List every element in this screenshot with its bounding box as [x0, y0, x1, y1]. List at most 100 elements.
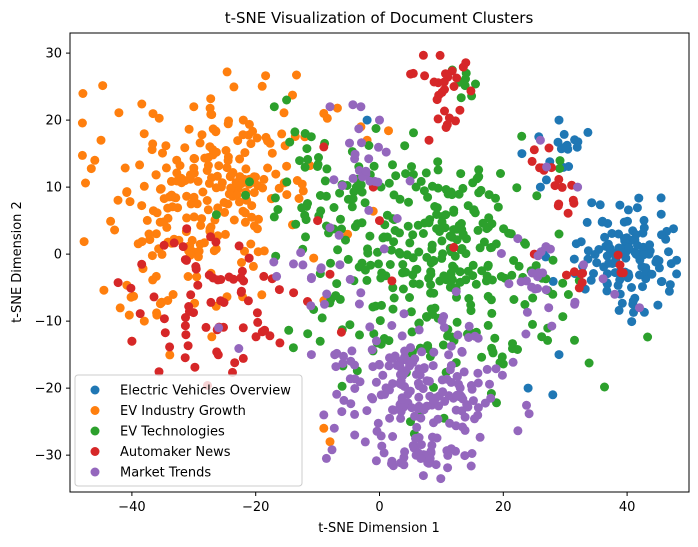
point-series-5 [408, 357, 418, 367]
point-series-5 [321, 453, 331, 463]
point-series-3 [432, 203, 442, 213]
point-series-4 [135, 309, 145, 319]
point-series-1 [638, 282, 647, 292]
point-series-5 [330, 350, 340, 360]
point-series-2 [193, 176, 203, 186]
point-series-3 [362, 275, 372, 285]
point-series-1 [548, 276, 558, 286]
point-series-2 [139, 181, 149, 191]
point-series-3 [429, 288, 439, 298]
point-series-3 [474, 172, 484, 182]
point-series-4 [424, 135, 434, 145]
point-series-2 [229, 215, 239, 225]
point-series-1 [633, 241, 642, 250]
point-series-3 [463, 266, 473, 276]
point-series-4 [265, 331, 275, 341]
point-series-3 [418, 229, 428, 238]
point-series-1 [605, 243, 615, 253]
point-series-2 [223, 156, 233, 166]
point-series-2 [319, 423, 329, 433]
point-series-4 [184, 306, 194, 316]
point-series-3 [290, 127, 300, 137]
point-series-3 [315, 336, 325, 346]
point-series-3 [364, 141, 374, 150]
point-series-3 [496, 169, 505, 178]
point-series-3 [449, 205, 459, 215]
point-series-3 [394, 248, 404, 257]
point-series-4 [554, 174, 564, 184]
point-series-3 [433, 165, 443, 175]
point-series-4 [557, 182, 567, 192]
point-series-5 [361, 166, 371, 176]
x-axis-label: t-SNE Dimension 1 [318, 521, 440, 536]
point-series-5 [452, 390, 462, 400]
point-series-3 [408, 230, 418, 240]
point-series-3 [345, 320, 355, 330]
point-series-5 [485, 379, 494, 389]
point-series-2 [77, 150, 87, 160]
point-series-5 [428, 432, 437, 442]
point-series-2 [249, 188, 259, 198]
point-series-4 [418, 50, 428, 60]
y-tick-label: 0 [54, 248, 62, 263]
point-series-2 [259, 174, 269, 184]
point-series-3 [487, 308, 497, 318]
point-series-3 [343, 254, 353, 264]
point-series-5 [385, 385, 394, 395]
point-series-3 [300, 129, 310, 138]
point-series-2 [213, 203, 223, 213]
point-series-5 [374, 142, 383, 152]
point-series-5 [335, 260, 345, 270]
point-series-3 [483, 260, 493, 270]
point-series-5 [414, 392, 424, 402]
point-series-5 [579, 260, 588, 270]
point-series-5 [419, 405, 429, 415]
point-series-1 [639, 215, 649, 225]
point-series-5 [234, 344, 244, 353]
point-series-4 [178, 242, 188, 252]
chart-title: t-SNE Visualization of Document Clusters [225, 9, 534, 27]
point-series-3 [401, 267, 411, 277]
legend-marker [90, 447, 100, 456]
point-series-5 [367, 393, 376, 402]
point-series-2 [261, 132, 271, 142]
point-series-2 [271, 169, 281, 179]
point-series-3 [422, 252, 432, 262]
point-series-4 [182, 224, 192, 234]
point-series-4 [615, 260, 625, 270]
point-series-4 [252, 308, 262, 318]
point-series-4 [219, 298, 229, 307]
point-series-4 [274, 285, 284, 295]
point-series-3 [490, 333, 500, 343]
point-series-2 [203, 205, 213, 215]
point-series-2 [205, 142, 215, 152]
point-series-5 [306, 350, 316, 360]
point-series-5 [337, 407, 347, 417]
point-series-2 [180, 143, 190, 153]
point-series-3 [335, 294, 345, 304]
point-series-2 [139, 316, 149, 326]
point-series-3 [379, 334, 389, 343]
point-series-5 [346, 399, 356, 409]
point-series-5 [527, 268, 537, 278]
point-series-4 [191, 262, 201, 271]
point-series-5 [316, 263, 326, 273]
point-series-3 [291, 219, 301, 229]
point-series-5 [345, 138, 354, 148]
point-series-4 [206, 297, 216, 307]
point-series-1 [598, 216, 607, 226]
point-series-2 [151, 229, 161, 239]
point-series-2 [189, 102, 199, 112]
point-series-5 [541, 285, 551, 295]
point-series-4 [576, 269, 586, 279]
point-series-3 [414, 318, 424, 328]
point-series-3 [401, 169, 411, 179]
point-series-3 [407, 162, 416, 172]
point-series-5 [418, 471, 428, 481]
point-series-2 [332, 103, 342, 113]
point-series-3 [398, 260, 408, 269]
point-series-3 [332, 279, 342, 289]
point-series-5 [365, 322, 375, 332]
point-series-4 [466, 86, 476, 96]
point-series-2 [81, 178, 90, 188]
